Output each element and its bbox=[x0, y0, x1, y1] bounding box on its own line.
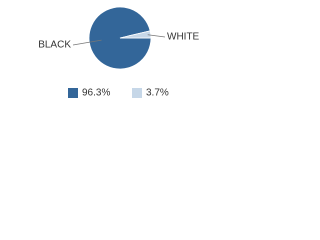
pie-slice bbox=[119, 30, 152, 39]
legend-swatch bbox=[132, 88, 142, 98]
chart: BLACK 96.3% WHITE 3.7% bbox=[38, 6, 200, 99]
leader-line bbox=[147, 34, 166, 38]
legend-swatch bbox=[68, 88, 78, 98]
legend-label: 3.7% bbox=[146, 88, 169, 99]
leader-line bbox=[72, 39, 102, 46]
slice-label: WHITE bbox=[167, 32, 200, 43]
legend-label: 96.3% bbox=[82, 88, 110, 99]
slice-label: BLACK bbox=[38, 40, 71, 51]
